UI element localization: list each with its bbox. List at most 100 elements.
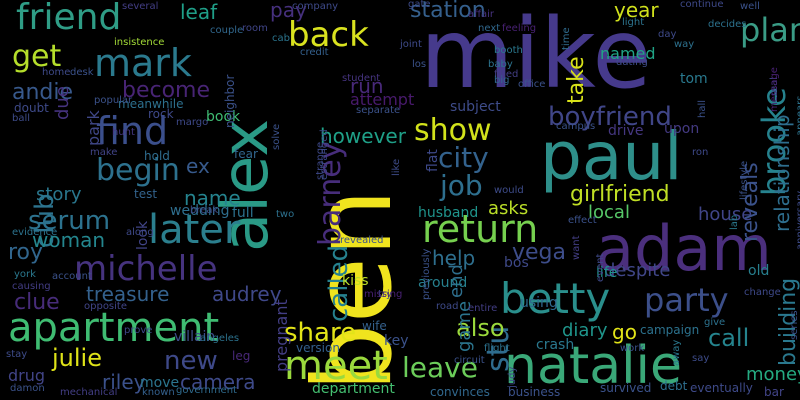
word-campus: campus xyxy=(556,121,596,132)
word-story: story xyxy=(36,184,82,205)
word-job: job xyxy=(440,169,483,202)
word-natalie: natalie xyxy=(504,336,682,396)
word-pay: pay xyxy=(270,0,307,22)
word-next: next xyxy=(478,23,501,34)
word-hall: hall xyxy=(697,99,708,118)
word-husband: husband xyxy=(418,205,479,221)
word-friend: friend xyxy=(16,0,122,38)
word-leaf: leaf xyxy=(180,0,218,24)
word-ron: ron xyxy=(692,147,709,158)
word-judy: judy xyxy=(507,366,518,388)
word-begin: begin xyxy=(96,153,180,188)
word-city: city xyxy=(438,141,489,174)
word-desk: desk xyxy=(70,67,94,78)
word-affair: affair xyxy=(468,9,495,20)
word-bar: bar xyxy=(764,385,784,399)
word-evidence: evidence xyxy=(12,227,58,238)
word-help: help xyxy=(432,246,476,270)
word-feeling: feeling xyxy=(502,23,537,34)
word-test: test xyxy=(134,187,158,201)
word-york: york xyxy=(14,269,36,280)
word-julie: julie xyxy=(52,344,102,372)
word-go: go xyxy=(612,320,637,344)
word-booth: booth xyxy=(494,45,523,56)
word-camera: camera xyxy=(180,370,256,394)
word-asks: asks xyxy=(488,198,529,219)
word-work: work xyxy=(620,343,645,354)
word-back: back xyxy=(288,15,369,55)
word-time: time xyxy=(561,27,572,50)
word-wife: wife xyxy=(362,319,387,333)
word-key: key xyxy=(384,333,409,349)
word-several: several xyxy=(122,1,159,12)
word-rock: rock xyxy=(148,107,174,121)
word-move: move xyxy=(140,375,180,391)
word-later: later xyxy=(148,207,241,253)
word-two: two xyxy=(276,209,295,220)
word-book: book xyxy=(206,109,241,125)
word-message: message xyxy=(769,67,780,112)
word-vega: vega xyxy=(512,240,567,265)
word-audrey: audrey xyxy=(212,282,282,306)
word-make: make xyxy=(90,147,118,158)
word-kiss: kiss xyxy=(342,273,369,289)
word-villain: villain xyxy=(174,329,216,345)
word-ex: ex xyxy=(186,154,210,178)
word-popular: popular xyxy=(94,95,133,106)
word-meanwhile: meanwhile xyxy=(118,97,184,111)
word-leave: leave xyxy=(402,351,478,384)
word-paul: paul xyxy=(540,118,683,195)
word-angeles: angeles xyxy=(200,333,240,344)
word-light: light xyxy=(622,17,645,28)
word-money: money xyxy=(746,364,800,385)
word-opposite: opposite xyxy=(84,301,127,312)
word-andie: andie xyxy=(12,80,74,105)
word-despite: despite xyxy=(604,260,671,281)
word-betty: betty xyxy=(500,274,611,323)
word-give: give xyxy=(704,317,726,328)
word-park: park xyxy=(84,110,103,146)
word-upon: upon xyxy=(664,121,700,137)
word-along: along xyxy=(126,227,154,238)
word-attempt: attempt xyxy=(350,90,415,109)
word-effect: effect xyxy=(568,215,597,226)
word-serum: serum xyxy=(28,206,111,236)
word-previously: previously xyxy=(421,248,432,300)
word-life: life xyxy=(596,265,618,281)
word-event: event xyxy=(595,253,606,282)
word-circuit: circuit xyxy=(454,355,485,366)
word-road: road xyxy=(436,301,459,312)
word-missing: missing xyxy=(364,289,403,300)
word-name: name xyxy=(184,186,241,210)
word-roy: roy xyxy=(8,240,44,265)
word-due: due xyxy=(52,86,73,120)
word-version: version xyxy=(296,341,340,355)
word-party: party xyxy=(644,281,729,319)
word-hold: hold xyxy=(144,149,170,163)
word-stay: stay xyxy=(6,349,28,360)
word-michelle: michelle xyxy=(74,249,218,289)
word-filled: filled xyxy=(494,69,519,80)
word-well: well xyxy=(740,1,760,12)
word-riley: riley xyxy=(102,370,146,394)
word-bos: bos xyxy=(504,255,529,271)
word-call: call xyxy=(708,324,750,352)
word-entire: entire xyxy=(468,303,498,314)
word-strange: strange xyxy=(315,141,326,180)
word-apartment: apartment xyxy=(8,305,220,351)
word-find: find xyxy=(96,109,169,153)
word-however: however xyxy=(320,124,406,148)
word-take: take xyxy=(564,56,589,104)
word-room: room xyxy=(242,23,268,34)
word-insistence: insistence xyxy=(114,37,165,48)
word-department: department xyxy=(312,381,395,397)
word-say: say xyxy=(692,353,710,364)
word-gate: gate xyxy=(408,0,431,10)
word-big: big xyxy=(494,75,510,86)
word-station: station xyxy=(410,0,486,23)
word-plan: plan xyxy=(740,11,800,49)
word-margo: margo xyxy=(176,117,209,128)
word-credit: credit xyxy=(300,47,329,58)
word-mike: mike xyxy=(420,0,652,110)
word-campaign: campaign xyxy=(640,323,700,337)
